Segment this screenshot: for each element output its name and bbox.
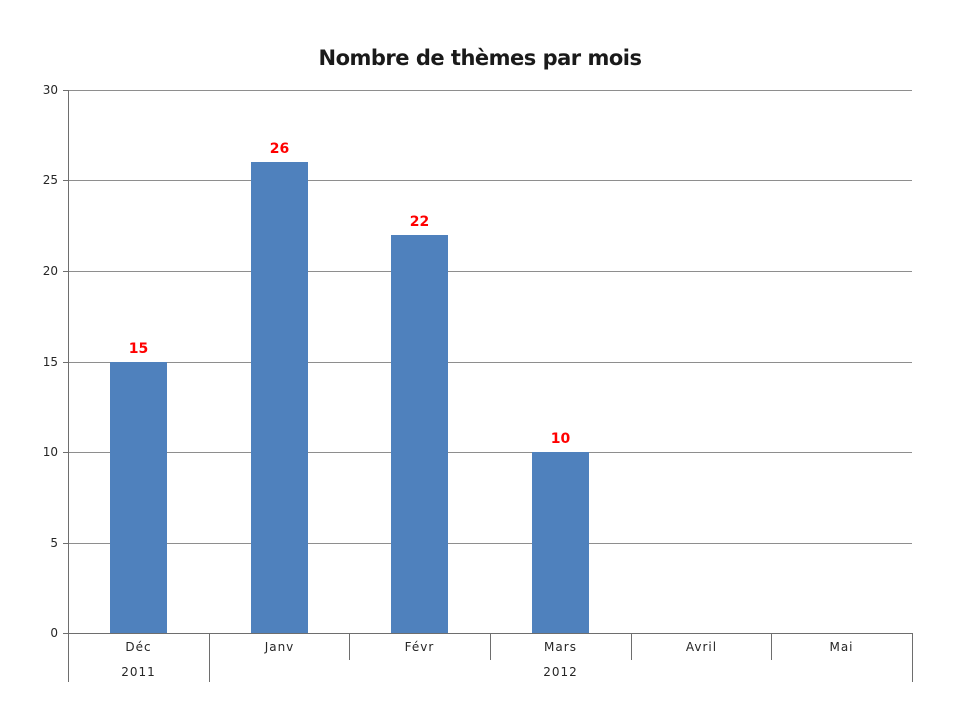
y-axis-tick: [63, 271, 68, 272]
gridline: [68, 543, 912, 544]
y-axis-line: [68, 90, 69, 682]
bar-value-label: 10: [550, 431, 571, 447]
y-axis-tick: [63, 543, 68, 544]
year-label: 2012: [543, 665, 578, 679]
month-label: Févr: [404, 640, 435, 654]
month-label: Janv: [264, 640, 295, 654]
y-axis-tick: [63, 180, 68, 181]
year-group-divider: [912, 633, 913, 682]
month-label: Mars: [544, 640, 577, 654]
month-divider: [771, 633, 772, 660]
bar-déc: [110, 362, 167, 634]
gridline: [68, 452, 912, 453]
y-axis-tick: [63, 452, 68, 453]
bar-value-label: 26: [269, 141, 290, 157]
gridline: [68, 271, 912, 272]
month-divider: [490, 633, 491, 660]
month-divider: [631, 633, 632, 660]
month-divider: [349, 633, 350, 660]
month-label: Déc: [125, 640, 152, 654]
bar-févr: [391, 235, 448, 633]
year-group-divider: [209, 633, 210, 682]
gridline: [68, 90, 912, 91]
y-axis-tick: [63, 362, 68, 363]
y-tick-label: 25: [42, 173, 58, 187]
y-tick-label: 5: [50, 536, 58, 550]
y-axis-tick: [63, 90, 68, 91]
chart-title: Nombre de thèmes par mois: [318, 46, 642, 70]
bar-mars: [532, 452, 589, 633]
y-tick-label: 10: [42, 445, 58, 459]
gridline: [68, 180, 912, 181]
y-tick-label: 15: [42, 355, 58, 369]
y-axis-tick: [63, 633, 68, 634]
bar-janv: [251, 162, 308, 633]
month-label: Avril: [685, 640, 718, 654]
y-tick-label: 20: [42, 264, 58, 278]
gridline: [68, 362, 912, 363]
bar-value-label: 15: [128, 341, 149, 357]
month-label: Mai: [829, 640, 854, 654]
y-tick-label: 0: [50, 626, 58, 640]
bar-value-label: 22: [409, 214, 430, 230]
y-tick-label: 30: [42, 83, 58, 97]
year-label: 2011: [121, 665, 156, 679]
